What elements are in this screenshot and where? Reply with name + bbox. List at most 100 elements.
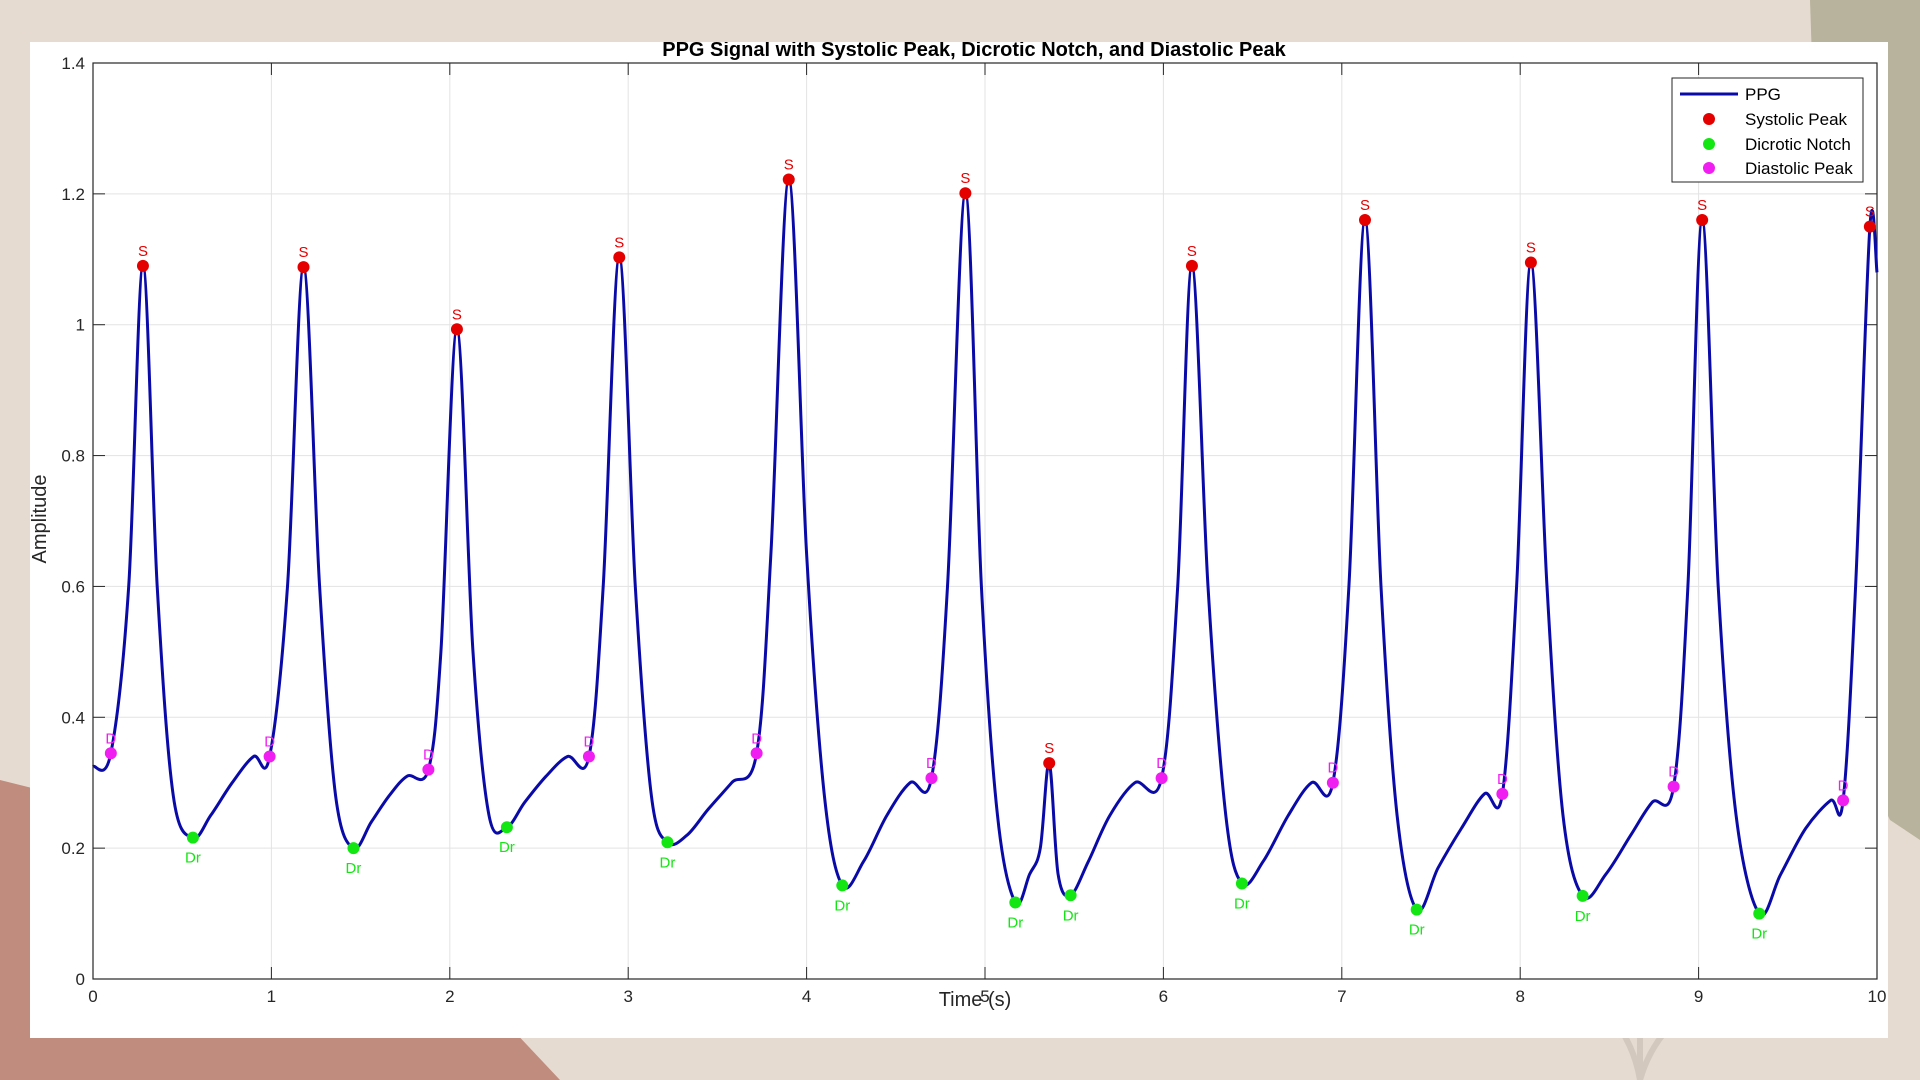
diastolic-peak-marker <box>422 763 435 776</box>
dicrotic-notch-label: Dr <box>1409 922 1425 939</box>
diastolic-peak-label: D <box>926 755 937 772</box>
dicrotic-notch-marker <box>1576 889 1589 902</box>
diastolic-peak-label: D <box>423 747 434 764</box>
markers: S S S S S S S S S S S S Dr Dr Dr Dr Dr Dr Dr Dr Dr Dr Dr D D D D D D… <box>104 156 1876 943</box>
y-tick-label: 1.2 <box>61 185 85 204</box>
x-tick-label: 9 <box>1694 987 1703 1006</box>
systolic-peak-marker <box>450 323 463 336</box>
systolic-peak-label: S <box>452 306 462 323</box>
ppg-series-line <box>91 178 1879 917</box>
systolic-peak-marker <box>959 187 972 200</box>
diastolic-peak-label: D <box>264 734 275 751</box>
legend-diastolic-swatch <box>1703 162 1715 174</box>
systolic-peak-marker <box>297 261 310 274</box>
dicrotic-notch-label: Dr <box>1063 907 1079 924</box>
systolic-peak-label: S <box>1697 197 1707 214</box>
diastolic-peak-marker <box>263 750 276 763</box>
diastolic-peak-marker <box>1667 780 1680 793</box>
x-tick-label: 0 <box>88 987 97 1006</box>
figure-panel: 0 1 2 3 4 5 6 7 8 9 10 0 0.2 0.4 0.6 0.8 1 1.2 1.4 S S S S S S… <box>30 42 1888 1038</box>
x-tick-label: 8 <box>1515 987 1524 1006</box>
systolic-peak-label: S <box>1360 197 1370 214</box>
diastolic-peak-label: D <box>1327 760 1338 777</box>
legend-systolic-swatch <box>1703 113 1715 125</box>
systolic-peak-marker <box>1524 256 1537 269</box>
x-tick-label: 10 <box>1868 987 1887 1006</box>
tick-marks <box>92 62 1878 980</box>
x-tick-label: 2 <box>445 987 454 1006</box>
systolic-peak-marker <box>1358 214 1371 227</box>
systolic-peak-label: S <box>138 243 148 260</box>
diastolic-peak-label: D <box>1497 771 1508 788</box>
legend-label-ppg: PPG <box>1745 85 1781 104</box>
diastolic-peak-label: D <box>105 730 116 747</box>
dicrotic-notch-label: Dr <box>1751 926 1767 943</box>
dicrotic-notch-label: Dr <box>1007 914 1023 931</box>
systolic-peak-marker <box>613 251 626 264</box>
dicrotic-notch-marker <box>1235 877 1248 890</box>
diastolic-peak-label: D <box>1156 755 1167 772</box>
y-tick-labels: 0 0.2 0.4 0.6 0.8 1 1.2 1.4 <box>61 54 85 989</box>
systolic-peak-label: S <box>1526 240 1536 257</box>
diastolic-peak-label: D <box>1838 777 1849 794</box>
systolic-peak-label: S <box>960 170 970 187</box>
x-tick-label: 1 <box>267 987 276 1006</box>
x-tick-labels: 0 1 2 3 4 5 6 7 8 9 10 <box>88 987 1886 1006</box>
y-tick-label: 0 <box>76 970 85 989</box>
dicrotic-notch-label: Dr <box>346 860 362 877</box>
x-tick-label: 4 <box>802 987 811 1006</box>
legend-label-notch: Dicrotic Notch <box>1745 135 1851 154</box>
dicrotic-notch-marker <box>1064 889 1077 902</box>
y-tick-label: 1 <box>76 316 85 335</box>
systolic-peak-label: S <box>299 244 309 261</box>
ppg-chart: 0 1 2 3 4 5 6 7 8 9 10 0 0.2 0.4 0.6 0.8 1 1.2 1.4 S S S S S S… <box>30 42 1886 1011</box>
y-tick-label: 0.8 <box>61 447 85 466</box>
x-tick-label: 6 <box>1159 987 1168 1006</box>
dicrotic-notch-marker <box>1753 907 1766 920</box>
systolic-peak-label: S <box>1865 204 1875 221</box>
diastolic-peak-marker <box>750 747 763 760</box>
y-tick-label: 0.4 <box>61 708 85 727</box>
diastolic-peak-marker <box>925 772 938 785</box>
diastolic-peak-marker <box>1837 794 1850 807</box>
x-tick-label: 3 <box>623 987 632 1006</box>
legend-label-systolic: Systolic Peak <box>1745 110 1848 129</box>
systolic-peak-marker <box>1185 259 1198 272</box>
diastolic-peak-label: D <box>1668 764 1679 781</box>
dicrotic-notch-label: Dr <box>1575 908 1591 925</box>
systolic-peak-marker <box>136 259 149 272</box>
legend-notch-swatch <box>1703 138 1715 150</box>
dicrotic-notch-marker <box>347 842 360 855</box>
diastolic-peak-marker <box>104 747 117 760</box>
systolic-peak-label: S <box>784 156 794 173</box>
dicrotic-notch-marker <box>836 879 849 892</box>
diastolic-peak-marker <box>1326 776 1339 789</box>
systolic-peak-marker <box>1863 220 1876 233</box>
diastolic-peak-marker <box>1155 772 1168 785</box>
systolic-peak-marker <box>1696 214 1709 227</box>
dicrotic-notch-label: Dr <box>834 897 850 914</box>
y-tick-label: 1.4 <box>61 54 85 73</box>
systolic-peak-marker <box>782 173 795 186</box>
dicrotic-notch-label: Dr <box>499 839 515 856</box>
legend-label-diastolic: Diastolic Peak <box>1745 159 1853 178</box>
x-tick-label: 5 <box>980 987 989 1006</box>
dicrotic-notch-marker <box>500 821 513 834</box>
systolic-peak-marker <box>1043 757 1056 770</box>
legend: PPG Systolic Peak Dicrotic Notch Diastol… <box>1671 77 1864 183</box>
x-tick-label: 7 <box>1337 987 1346 1006</box>
dicrotic-notch-label: Dr <box>1234 895 1250 912</box>
x-axis-title: Time (s) <box>939 989 1012 1011</box>
dicrotic-notch-label: Dr <box>660 854 676 871</box>
y-tick-label: 0.2 <box>61 839 85 858</box>
diastolic-peak-marker <box>1496 787 1509 800</box>
y-axis-title: Amplitude <box>30 475 51 564</box>
dicrotic-notch-marker <box>1009 896 1022 909</box>
y-tick-label: 0.6 <box>61 577 85 596</box>
dicrotic-notch-label: Dr <box>185 850 201 867</box>
chart-title: PPG Signal with Systolic Peak, Dicrotic … <box>662 42 1286 61</box>
dicrotic-notch-marker <box>661 836 674 849</box>
dicrotic-notch-marker <box>186 831 199 844</box>
diastolic-peak-label: D <box>751 730 762 747</box>
systolic-peak-label: S <box>1187 243 1197 260</box>
